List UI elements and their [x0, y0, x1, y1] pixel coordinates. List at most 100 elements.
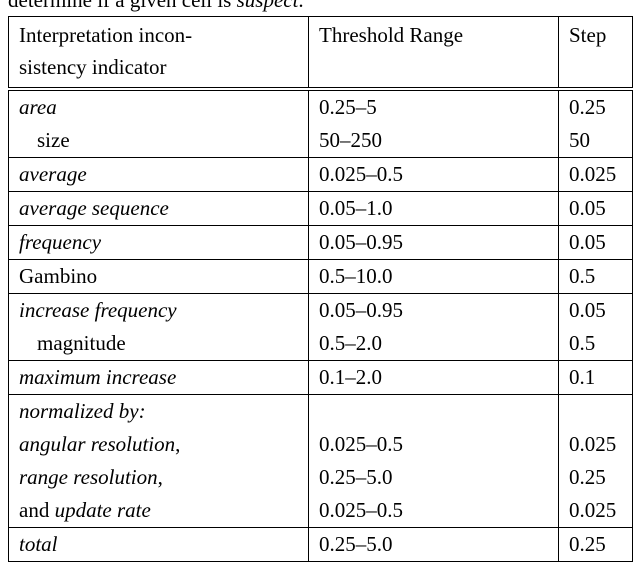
row-group: normalized by: angular resolution, 0.025–0… [8, 394, 633, 528]
indicator-cell: increase frequency [8, 293, 309, 327]
step-cell: 0.25 [558, 89, 633, 124]
range-text: 0.05–1.0 [319, 196, 393, 220]
step-cell: 0.25 [558, 461, 633, 494]
step-cell: 0.05 [558, 225, 633, 260]
range-text: 0.5–10.0 [319, 264, 393, 288]
indicator-text: magnitude [37, 331, 126, 355]
step-cell: 0.025 [558, 157, 633, 192]
table-row: total 0.25–5.0 0.25 [8, 527, 633, 562]
threshold-table: Interpretation incon-sistency indicator T… [8, 16, 633, 562]
range-text: 0.25–5.0 [319, 532, 393, 556]
indicator-text: average sequence [19, 196, 169, 220]
range-text: 0.25–5 [319, 95, 377, 119]
range-cell: 0.025–0.5 [308, 494, 559, 528]
indicator-text: update rate [54, 498, 151, 522]
table-row: average 0.025–0.5 0.025 [8, 157, 633, 192]
range-text: 0.05–0.95 [319, 230, 403, 254]
step-cell: 0.25 [558, 527, 633, 562]
header-text: Step [569, 23, 607, 47]
indicator-text: total [19, 532, 58, 556]
step-cell: 0.025 [558, 428, 633, 461]
step-cell: 0.05 [558, 293, 633, 327]
step-text: 0.025 [569, 162, 617, 186]
range-text: 0.025–0.5 [319, 162, 403, 186]
indicator-cell: frequency [8, 225, 309, 260]
indicator-cell: maximum increase [8, 360, 309, 395]
caption-text: determine if a given cell is [8, 0, 237, 12]
range-cell: 0.05–0.95 [308, 225, 559, 260]
step-cell: 0.05 [558, 191, 633, 226]
table-row: angular resolution, 0.025–0.5 0.025 [8, 428, 633, 461]
indicator-cell: size [8, 124, 309, 158]
step-cell: 0.5 [558, 327, 633, 361]
step-text: 0.025 [569, 498, 617, 522]
indicator-cell: area [8, 89, 309, 124]
range-cell: 0.5–2.0 [308, 327, 559, 361]
range-cell: 0.25–5.0 [308, 527, 559, 562]
indicator-cell: angular resolution, [8, 428, 309, 461]
row-group: increase frequency 0.05–0.95 0.05 magnitude… [8, 293, 633, 361]
step-text: 0.05 [569, 298, 606, 322]
range-cell: 0.25–5.0 [308, 461, 559, 494]
table-row: maximum increase 0.1–2.0 0.1 [8, 360, 633, 395]
indicator-text: increase frequency [19, 298, 177, 322]
indicator-text: frequency [19, 230, 102, 254]
indicator-cell: average [8, 157, 309, 192]
range-cell: 0.5–10.0 [308, 259, 559, 294]
indicator-text: maximum increase [19, 365, 177, 389]
header-cell: Interpretation incon-sistency indicator [8, 16, 309, 91]
indicator-text: Gambino [19, 264, 98, 288]
indicator-text: and [19, 498, 55, 522]
indicator-text: average [19, 162, 87, 186]
indicator-text: angular resolution [19, 432, 176, 456]
caption-text: . [298, 0, 304, 12]
table-row: size 50–250 50 [8, 124, 633, 158]
indicator-cell: total [8, 527, 309, 562]
range-text: 0.25–5.0 [319, 465, 393, 489]
header-cell: Step [558, 16, 633, 91]
step-text: 0.05 [569, 196, 606, 220]
step-text: 0.5 [569, 331, 596, 355]
table-row: and update rate 0.025–0.5 0.025 [8, 494, 633, 528]
indicator-text: size [37, 128, 70, 152]
indicator-cell: range resolution, [8, 461, 309, 494]
range-cell [308, 394, 559, 428]
range-text: 0.5–2.0 [319, 331, 382, 355]
indicator-text: , [175, 432, 181, 456]
table-row: frequency 0.05–0.95 0.05 [8, 225, 633, 260]
row-group: Gambino 0.5–10.0 0.5 [8, 259, 633, 294]
step-cell: 0.1 [558, 360, 633, 395]
range-cell: 50–250 [308, 124, 559, 158]
row-group: area 0.25–5 0.25 size 50–250 50 [8, 89, 633, 158]
row-group: average 0.025–0.5 0.025 [8, 157, 633, 192]
indicator-cell: and update rate [8, 494, 309, 528]
step-cell: 50 [558, 124, 633, 158]
indicator-text: range resolution [19, 465, 158, 489]
range-text: 0.05–0.95 [319, 298, 403, 322]
indicator-cell: magnitude [8, 327, 309, 361]
range-cell: 0.05–1.0 [308, 191, 559, 226]
range-cell: 0.25–5 [308, 89, 559, 124]
indicator-cell: Gambino [8, 259, 309, 294]
step-text: 0.05 [569, 230, 606, 254]
step-text: 0.25 [569, 532, 606, 556]
header-text: Threshold Range [319, 23, 464, 47]
row-group: total 0.25–5.0 0.25 [8, 527, 633, 562]
range-cell: 0.025–0.5 [308, 157, 559, 192]
range-cell: 0.05–0.95 [308, 293, 559, 327]
caption: determine if a given cell is suspect. [8, 0, 304, 13]
range-text: 0.025–0.5 [319, 432, 403, 456]
step-text: 0.25 [569, 95, 606, 119]
row-group: frequency 0.05–0.95 0.05 [8, 225, 633, 260]
table-row: range resolution, 0.25–5.0 0.25 [8, 461, 633, 494]
indicator-text: area [19, 95, 57, 119]
row-group: average sequence 0.05–1.0 0.05 [8, 191, 633, 226]
indicator-cell: average sequence [8, 191, 309, 226]
header-cell: Threshold Range [308, 16, 559, 91]
row-group: maximum increase 0.1–2.0 0.1 [8, 360, 633, 395]
caption-emphasis: suspect [236, 0, 299, 12]
step-cell: 0.5 [558, 259, 633, 294]
range-text: 0.025–0.5 [319, 498, 403, 522]
step-text: 0.025 [569, 432, 617, 456]
